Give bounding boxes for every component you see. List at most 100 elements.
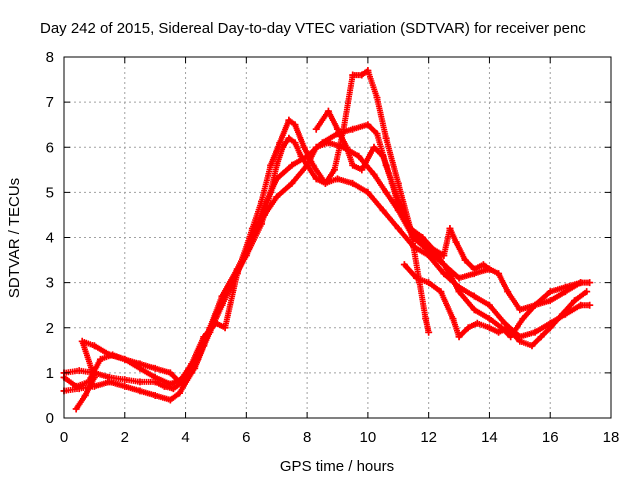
- data-point: [166, 380, 174, 388]
- data-point: [288, 161, 296, 169]
- data-point: [382, 134, 390, 142]
- y-tick-label: 8: [46, 49, 54, 66]
- data-points: [60, 67, 594, 413]
- data-point: [455, 288, 463, 296]
- y-tick-label: 3: [46, 275, 54, 292]
- data-point: [212, 319, 220, 327]
- data-point: [136, 378, 144, 386]
- data-point: [136, 360, 144, 368]
- data-point: [528, 342, 536, 350]
- data-point: [309, 161, 317, 169]
- data-point: [78, 337, 86, 345]
- data-point: [473, 319, 481, 327]
- data-point: [577, 279, 585, 287]
- data-point: [485, 265, 493, 273]
- series-track-5: [312, 107, 493, 273]
- y-axis-label: SDTVAR / TECUs: [6, 178, 23, 298]
- data-point: [485, 315, 493, 323]
- data-point: [291, 121, 299, 129]
- data-point: [358, 71, 366, 79]
- data-point: [413, 234, 421, 241]
- data-point: [258, 197, 266, 205]
- data-point: [248, 224, 256, 232]
- data-point: [546, 288, 554, 296]
- data-point: [106, 378, 114, 386]
- data-point: [400, 261, 408, 269]
- data-point: [151, 391, 159, 399]
- data-point: [461, 256, 469, 264]
- data-point: [121, 382, 129, 390]
- data-point: [121, 355, 129, 363]
- grid-lines: [64, 57, 611, 418]
- data-point: [373, 130, 381, 138]
- data-point: [403, 220, 411, 228]
- data-point: [318, 139, 326, 147]
- data-point: [495, 270, 503, 278]
- x-tick-label: 6: [242, 429, 250, 446]
- data-point: [443, 265, 451, 273]
- data-point: [571, 297, 579, 305]
- data-point: [413, 274, 421, 282]
- data-point: [470, 306, 478, 314]
- data-point: [343, 143, 351, 151]
- data-point: [504, 288, 512, 296]
- x-axis-label: GPS time / hours: [280, 458, 394, 475]
- data-point: [355, 152, 363, 160]
- data-point: [455, 274, 463, 282]
- data-point: [394, 202, 402, 210]
- data-point: [166, 369, 174, 377]
- x-tick-label: 12: [420, 429, 437, 446]
- data-point: [577, 301, 585, 309]
- data-point: [96, 355, 104, 363]
- data-point: [382, 188, 390, 196]
- data-point: [285, 116, 293, 124]
- data-point: [136, 387, 144, 395]
- data-point: [273, 193, 281, 201]
- data-point: [200, 333, 208, 341]
- x-tick-label: 16: [542, 429, 559, 446]
- data-point: [273, 175, 281, 183]
- data-point: [188, 360, 196, 368]
- series-track-3: [60, 121, 585, 390]
- series-marker-trail: [61, 135, 593, 392]
- data-point: [440, 252, 448, 260]
- data-point: [334, 125, 341, 133]
- data-point: [364, 121, 372, 129]
- plot-frame: [63, 56, 612, 419]
- data-point: [440, 270, 448, 278]
- y-tick-label: 4: [46, 230, 54, 247]
- data-point: [455, 333, 463, 341]
- data-point: [485, 301, 493, 309]
- x-tick-label: 2: [121, 429, 129, 446]
- data-point: [349, 161, 357, 169]
- data-point: [586, 279, 594, 287]
- data-point: [370, 170, 378, 178]
- data-point: [470, 265, 478, 273]
- y-tick-label: 5: [46, 184, 54, 201]
- data-point: [558, 310, 566, 318]
- data-point: [151, 373, 159, 381]
- data-point: [312, 175, 320, 183]
- data-point: [75, 367, 83, 375]
- data-point: [303, 161, 311, 169]
- data-point: [546, 297, 554, 305]
- data-point: [321, 179, 329, 187]
- series-track-1: [60, 134, 594, 393]
- data-point: [106, 351, 114, 359]
- data-point: [537, 333, 545, 341]
- data-point: [504, 324, 512, 332]
- data-point: [583, 288, 591, 296]
- data-point: [330, 166, 338, 174]
- x-tick-label: 10: [360, 429, 377, 446]
- x-tick-label: 0: [60, 429, 68, 446]
- data-point: [449, 315, 457, 323]
- data-point: [340, 125, 348, 133]
- data-point: [221, 324, 229, 332]
- data-point: [531, 301, 539, 309]
- data-point: [501, 319, 509, 327]
- y-tick-label: 1: [46, 365, 54, 382]
- data-point: [218, 301, 226, 309]
- y-tick-label: 6: [46, 139, 54, 156]
- data-point: [470, 292, 478, 300]
